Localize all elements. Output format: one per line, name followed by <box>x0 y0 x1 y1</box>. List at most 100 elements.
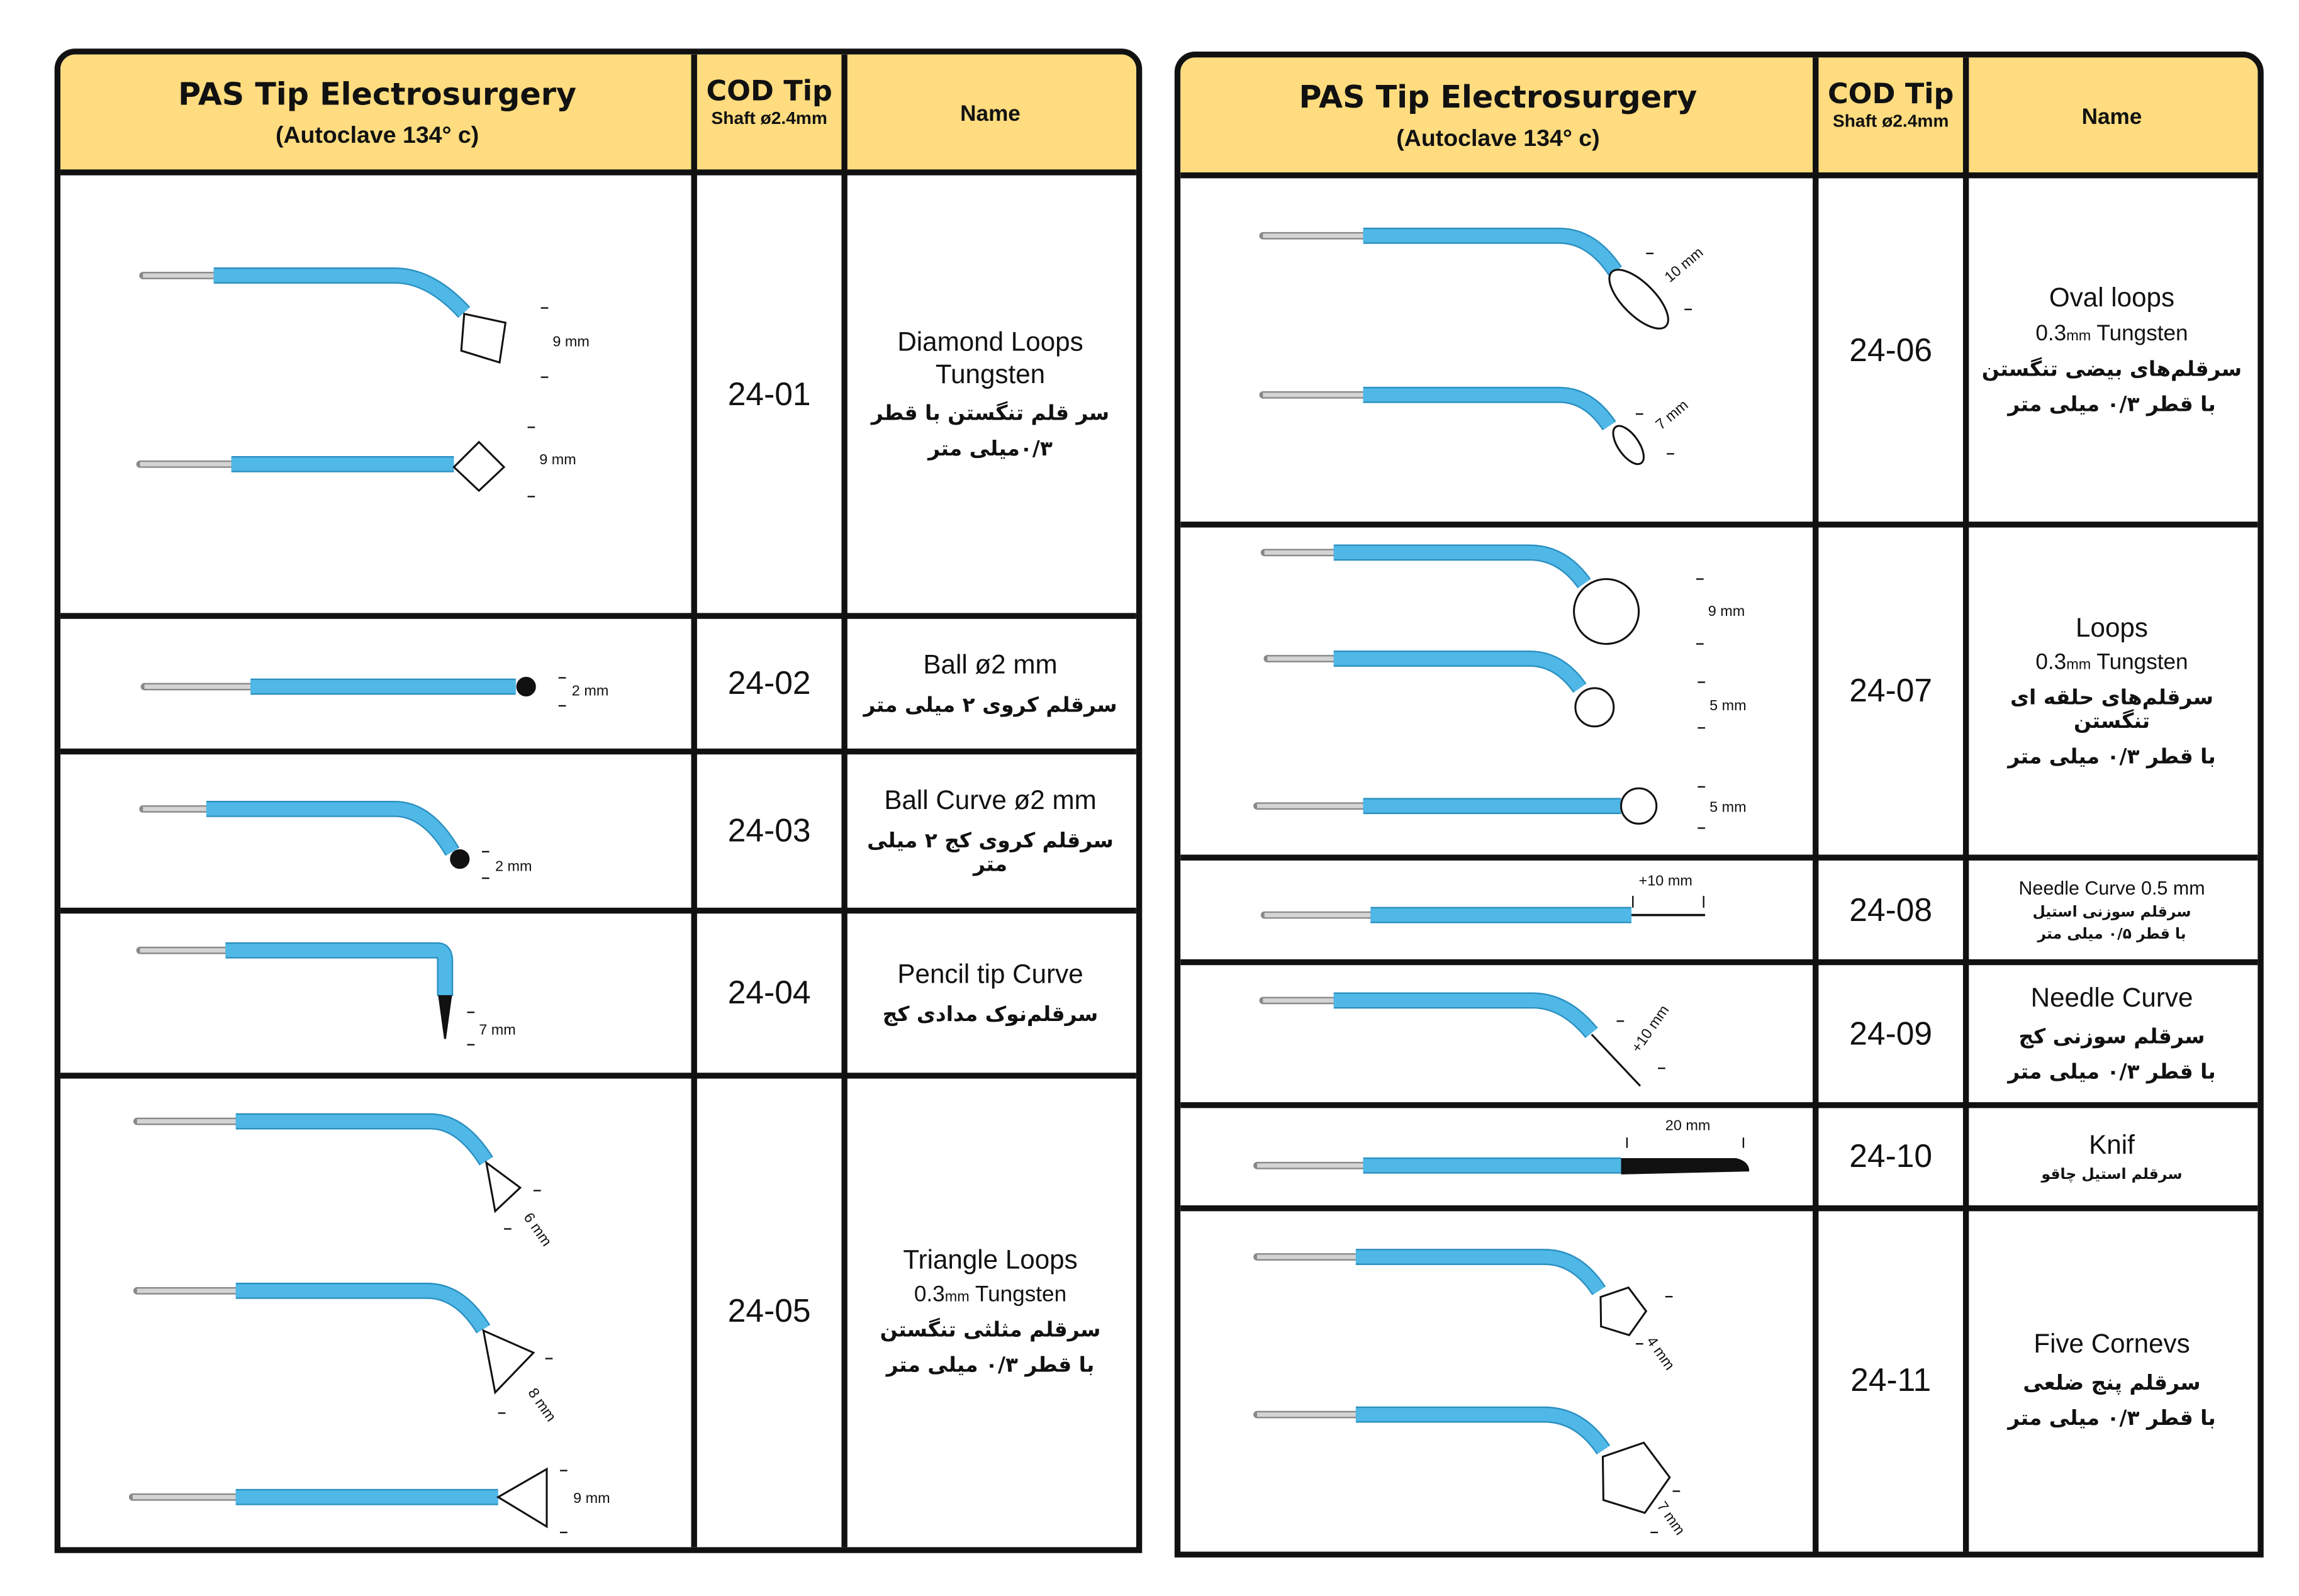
header-cod-title: COD Tip <box>1827 78 1954 111</box>
row-divider <box>1180 854 2258 861</box>
code-cell: 24-09 <box>1816 963 1966 1105</box>
product-spec: 0.3mm Tungsten <box>2035 650 2188 676</box>
row-divider <box>1180 959 2258 966</box>
name-cell: Knif سرقلم استیل چاقو <box>1966 1105 2258 1208</box>
product-code: 24-08 <box>1849 890 1933 928</box>
product-name-fa: سرقلم‌های حلقه ای تنگستن <box>2010 687 2213 735</box>
product-code: 24-04 <box>727 974 811 1011</box>
product-name-en: Five Cornevs <box>2033 1329 2190 1358</box>
row-divider <box>60 907 1136 914</box>
header-cod-cell: COD Tip Shaft ø2.4mm <box>694 54 845 173</box>
dimension-label: 8 mm <box>525 1385 559 1424</box>
pentagon-loop <box>1601 1441 1671 1514</box>
product-diameter-fa: با قطر ۰/۳ میلی متر <box>2008 1407 2216 1432</box>
knife-blade <box>1621 1158 1750 1175</box>
product-name-en: Ball Curve ø2 mm <box>884 785 1097 815</box>
dimension-label: 7 mm <box>479 1021 516 1037</box>
header-cod-subtitle: Shaft ø2.4mm <box>1833 110 1949 131</box>
insulated-sleeve <box>235 1284 489 1333</box>
product-name-en: Needle Curve <box>2030 982 2193 1012</box>
electrode-ball-curve <box>139 801 470 869</box>
column-divider <box>1962 57 1969 1552</box>
electrode-loop-5mm-curved <box>1263 650 1615 728</box>
dimension-label: 7 mm <box>1652 396 1691 433</box>
product-name-en: Pencil tip Curve <box>897 959 1083 990</box>
electrode-triangle-8mm <box>133 1282 535 1395</box>
product-diameter-fa: ۰/۳میلی متر <box>928 437 1053 462</box>
header-title-cell: PAS Tip Electrosurgery (Autoclave 134° c) <box>1180 57 1816 176</box>
diamond-loop <box>460 313 507 364</box>
column-divider <box>1813 57 1819 1552</box>
product-diameter-fa: با قطر ۰/۳ میلی متر <box>2008 745 2216 770</box>
dimension-label: 20 mm <box>1665 1117 1711 1134</box>
product-code: 24-05 <box>727 1292 811 1329</box>
product-spec: 0.3mm Tungsten <box>2035 321 2188 346</box>
insulated-sleeve <box>1333 652 1586 693</box>
product-name-en: Ball ø2 mm <box>923 650 1058 680</box>
code-cell: 24-01 <box>694 172 844 616</box>
row-divider <box>1180 1205 2258 1212</box>
ball-tip <box>450 849 470 869</box>
electrode-oval-7mm <box>1259 386 1645 466</box>
product-name-en: Needle Curve 0.5 mm <box>2018 876 2205 899</box>
product-name-fa: سرقلم کروی ۲ میلی متر <box>863 693 1117 718</box>
row-divider <box>1180 522 2258 528</box>
dimension-label: +10 mm <box>1628 1002 1672 1056</box>
insulated-sleeve <box>1363 229 1621 275</box>
insulated-sleeve <box>206 802 459 856</box>
row-divider <box>1180 172 2258 179</box>
electrode-triangle-straight <box>128 1467 548 1529</box>
product-name-fa: سرقلم سوزنی کج <box>2018 1025 2205 1050</box>
header-title: PAS Tip Electrosurgery <box>1299 79 1698 115</box>
header-subtitle: (Autoclave 134° c) <box>275 123 479 149</box>
product-name-en: Loops <box>2076 612 2148 642</box>
pentagon-loop <box>1599 1286 1648 1337</box>
product-code: 24-11 <box>1850 1361 1932 1398</box>
product-spec: 0.3mm Tungsten <box>914 1282 1067 1308</box>
product-name-fa: سرقلم کروی کج ۲ میلی متر <box>867 829 1114 877</box>
product-name-fa: سرقلم سوزنی استیل <box>2032 905 2191 922</box>
electrode-diamond-curved <box>139 267 507 364</box>
header-name-label: Name <box>2081 104 2142 129</box>
product-name-fa: سرقلم‌نوک مدادی کج <box>882 1003 1099 1027</box>
product-code: 24-02 <box>727 664 811 701</box>
code-cell: 24-03 <box>694 752 844 911</box>
diamond-loop <box>452 440 506 493</box>
electrode-knife <box>1253 1157 1750 1175</box>
header-title-cell: PAS Tip Electrosurgery (Autoclave 134° c) <box>60 54 695 173</box>
product-code: 24-10 <box>1849 1137 1933 1175</box>
name-cell: Needle Curve 0.5 mm سرقلم سوزنی استیل با ق… <box>1966 857 2258 962</box>
name-cell: Diamond Loops Tungsten سر قلم تنگستن با ق… <box>844 172 1136 616</box>
product-name-fa: سرقلم مثلثی تنگستن <box>880 1319 1101 1343</box>
name-cell: Oval loops 0.3mm Tungsten سرقلم‌های بیضی ت… <box>1966 176 2258 525</box>
code-cell: 24-04 <box>694 911 844 1076</box>
product-name-en: Triangle Loops <box>903 1244 1078 1275</box>
name-cell: Triangle Loops 0.3mm Tungsten سرقلم مثلثی … <box>844 1076 1136 1548</box>
electrode-ball <box>140 676 536 697</box>
header-subtitle: (Autoclave 134° c) <box>1396 126 1600 152</box>
electrode-oval-10mm <box>1259 227 1669 330</box>
dimension-label: 9 mm <box>573 1490 610 1506</box>
row-divider <box>60 169 1136 176</box>
header-name-label: Name <box>960 101 1021 126</box>
name-cell: Ball Curve ø2 mm سرقلم کروی کج ۲ میلی متر <box>844 752 1136 911</box>
row-divider <box>60 748 1136 755</box>
product-code: 24-01 <box>727 375 811 412</box>
column-divider <box>841 54 847 1548</box>
dimension-label: 9 mm <box>1708 603 1745 619</box>
insulated-sleeve-outline <box>225 942 454 996</box>
product-name-fa: سرقلم‌های بیضی تنگستن <box>1981 357 2242 382</box>
product-name-fa: سر قلم تنگستن با قطر <box>871 402 1110 427</box>
row-divider <box>60 1073 1136 1079</box>
product-diameter-fa: با قطر ۰/۵ میلی متر <box>2037 927 2186 944</box>
code-cell: 24-05 <box>694 1076 844 1548</box>
product-name-en: Knif <box>2089 1129 2135 1159</box>
dimension-label: +10 mm <box>1639 873 1692 889</box>
header-cod-cell: COD Tip Shaft ø2.4mm <box>1815 57 1966 176</box>
header-name-cell: Name <box>844 54 1136 173</box>
name-cell: Needle Curve سرقلم سوزنی کج با قطر ۰/۳ میل… <box>1966 963 2258 1105</box>
insulated-sleeve <box>225 944 452 996</box>
code-cell: 24-06 <box>1816 176 1966 525</box>
right-table: PAS Tip Electrosurgery (Autoclave 134° c)… <box>1174 51 2264 1558</box>
product-code: 24-06 <box>1849 330 1933 368</box>
